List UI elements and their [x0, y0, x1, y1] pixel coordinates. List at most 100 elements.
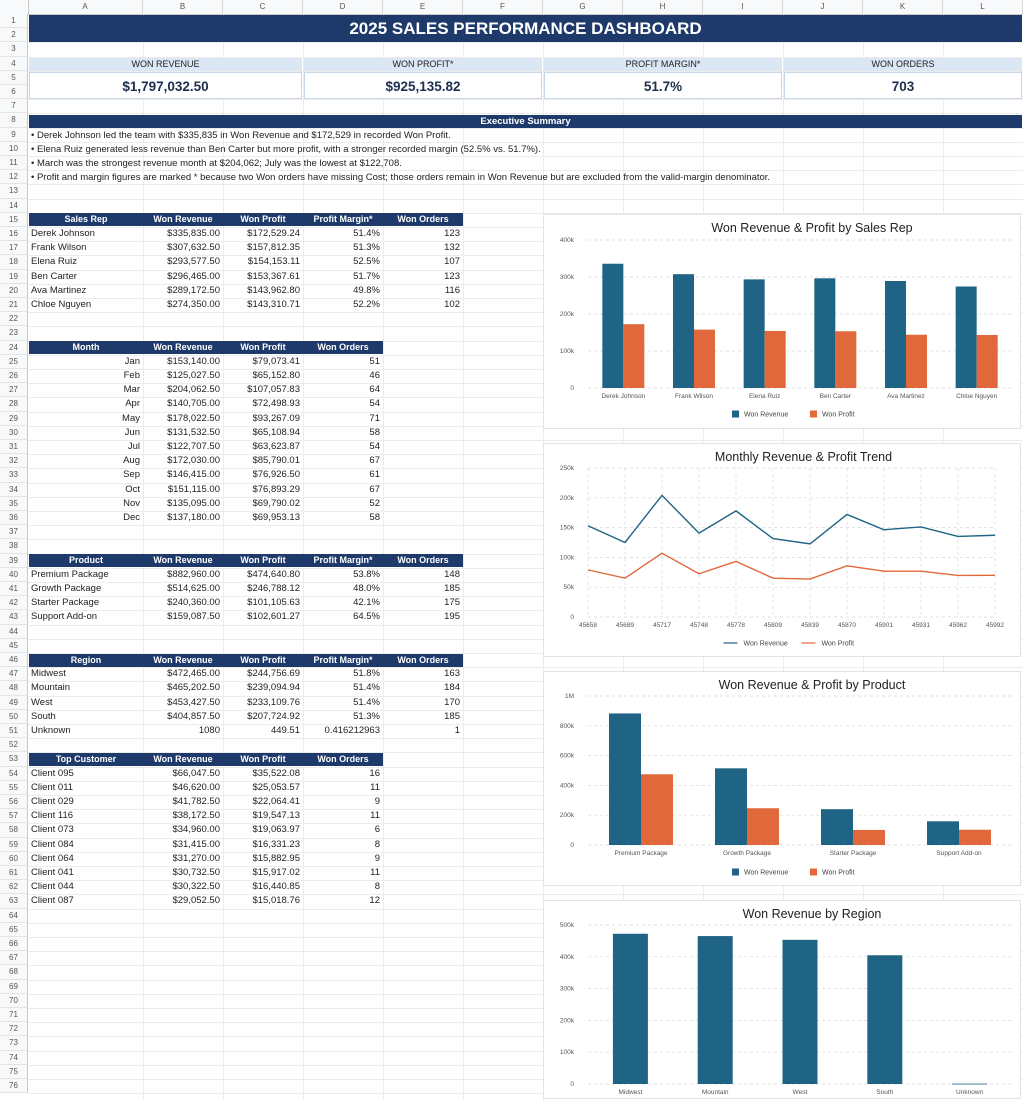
row-header[interactable]: 73	[0, 1036, 28, 1051]
table-row-label[interactable]: Sep	[123, 469, 140, 481]
row-header[interactable]: 70	[0, 993, 28, 1008]
row-header[interactable]: 19	[0, 269, 28, 284]
column-heading[interactable]: Top Customer	[55, 753, 117, 764]
column-header-j[interactable]: J	[783, 0, 863, 14]
table-cell[interactable]: 102	[444, 299, 460, 310]
column-header-e[interactable]: E	[383, 0, 463, 14]
table-row-label[interactable]: Premium Package	[31, 568, 109, 580]
table-cell[interactable]: $244,756.69	[247, 668, 300, 680]
table-cell[interactable]: $159,087.50	[167, 611, 220, 623]
table-cell[interactable]: 61	[369, 469, 380, 481]
row-header[interactable]: 14	[0, 198, 28, 213]
select-all-corner[interactable]	[0, 0, 29, 14]
column-heading[interactable]: Won Orders	[317, 753, 369, 764]
row-header[interactable]: 76	[0, 1079, 28, 1094]
row-header[interactable]: 44	[0, 624, 28, 639]
table-cell[interactable]: $76,926.50	[252, 469, 300, 481]
table-cell[interactable]: 8	[374, 881, 380, 893]
column-heading[interactable]: Product	[68, 555, 103, 566]
table-cell[interactable]: $172,030.00	[167, 455, 220, 467]
table-cell[interactable]: 12	[369, 895, 380, 907]
table-cell[interactable]: $31,415.00	[172, 838, 220, 850]
table-cell[interactable]: $453,427.50	[167, 696, 220, 708]
table-cell[interactable]: $143,310.71	[247, 299, 300, 310]
column-heading[interactable]: Won Orders	[317, 342, 369, 353]
table-cell[interactable]: 71	[369, 412, 380, 424]
table-cell[interactable]: $19,063.97	[252, 824, 300, 836]
row-header[interactable]: 23	[0, 326, 28, 341]
column-heading[interactable]: Won Revenue	[153, 654, 213, 665]
column-heading[interactable]: Profit Margin*	[313, 555, 373, 566]
table-cell[interactable]: $66,047.50	[172, 767, 220, 779]
table-cell[interactable]: 123	[444, 228, 460, 239]
table-row-label[interactable]: Frank Wilson	[31, 242, 87, 254]
table-cell[interactable]: $65,108.94	[252, 426, 300, 438]
column-heading[interactable]: Won Orders	[397, 654, 449, 665]
table-row-label[interactable]: Starter Package	[31, 597, 100, 609]
table-cell[interactable]: $178,022.50	[167, 412, 220, 424]
table-cell[interactable]: $63,623.87	[252, 441, 300, 452]
row-header[interactable]: 3	[0, 42, 28, 57]
row-header[interactable]: 2	[0, 28, 28, 43]
table-cell[interactable]: $207,724.92	[247, 710, 300, 722]
table-cell[interactable]: $85,790.01	[252, 455, 300, 467]
row-header[interactable]: 53	[0, 752, 28, 767]
column-heading[interactable]: Won Revenue	[153, 753, 213, 764]
row-header[interactable]: 12	[0, 170, 28, 185]
row-header[interactable]: 67	[0, 951, 28, 966]
row-header[interactable]: 26	[0, 369, 28, 384]
column-header-l[interactable]: L	[943, 0, 1023, 14]
table-cell[interactable]: $172,529.24	[247, 228, 300, 239]
table-row-label[interactable]: Client 095	[31, 767, 74, 779]
table-cell[interactable]: $135,095.00	[167, 497, 220, 509]
row-header[interactable]: 72	[0, 1022, 28, 1037]
table-cell[interactable]: 51.4%	[353, 228, 380, 239]
row-header[interactable]: 37	[0, 525, 28, 540]
row-header[interactable]: 36	[0, 511, 28, 526]
table-cell[interactable]: $882,960.00	[167, 568, 220, 580]
table-cell[interactable]: 51.8%	[353, 668, 380, 680]
table-cell[interactable]: 46	[369, 370, 380, 381]
row-header[interactable]: 24	[0, 340, 28, 355]
table-row-label[interactable]: Growth Package	[31, 583, 102, 594]
table-cell[interactable]: 195	[444, 611, 460, 623]
row-header[interactable]: 35	[0, 496, 28, 511]
table-cell[interactable]: 51.4%	[353, 696, 380, 708]
table-cell[interactable]: $25,053.57	[252, 781, 300, 793]
chart-monthly-trend[interactable]: Monthly Revenue & Profit Trend 0 50k 100k 15…	[543, 443, 1021, 657]
table-cell[interactable]: 54	[369, 441, 380, 452]
table-cell[interactable]: $79,073.41	[252, 355, 300, 367]
row-header[interactable]: 49	[0, 695, 28, 710]
table-cell[interactable]: 53.8%	[353, 568, 380, 580]
table-cell[interactable]: 449.51	[270, 725, 300, 736]
table-cell[interactable]: 54	[369, 398, 380, 410]
column-heading[interactable]: Won Profit	[240, 753, 286, 764]
row-header[interactable]: 8	[0, 113, 28, 128]
table-row-label[interactable]: Chloe Nguyen	[31, 299, 92, 310]
row-header[interactable]: 55	[0, 780, 28, 795]
row-header[interactable]: 9	[0, 127, 28, 142]
column-header-h[interactable]: H	[623, 0, 703, 14]
row-header[interactable]: 16	[0, 227, 28, 242]
table-cell[interactable]: $46,620.00	[172, 781, 220, 793]
row-header[interactable]: 31	[0, 440, 28, 455]
table-cell[interactable]: 8	[374, 838, 380, 850]
table-cell[interactable]: $404,857.50	[167, 710, 220, 722]
table-cell[interactable]: 51.4%	[353, 682, 380, 694]
table-row-label[interactable]: Ava Martinez	[31, 284, 87, 296]
table-row-label[interactable]: Oct	[125, 483, 140, 495]
column-heading[interactable]: Profit Margin*	[313, 654, 373, 665]
table-row-label[interactable]: Client 116	[31, 810, 74, 822]
row-header[interactable]: 7	[0, 99, 28, 114]
table-cell[interactable]: $93,267.09	[252, 412, 300, 424]
row-header[interactable]: 46	[0, 653, 28, 668]
table-cell[interactable]: 51	[369, 355, 380, 367]
table-cell[interactable]: 51.3%	[353, 710, 380, 722]
table-cell[interactable]: $153,140.00	[167, 355, 220, 367]
table-cell[interactable]: $16,331.23	[252, 838, 300, 850]
table-cell[interactable]: $246,788.12	[247, 583, 300, 594]
row-header[interactable]: 47	[0, 667, 28, 682]
table-row-label[interactable]: South	[31, 710, 56, 722]
column-heading[interactable]: Region	[70, 654, 102, 665]
row-header[interactable]: 34	[0, 482, 28, 497]
